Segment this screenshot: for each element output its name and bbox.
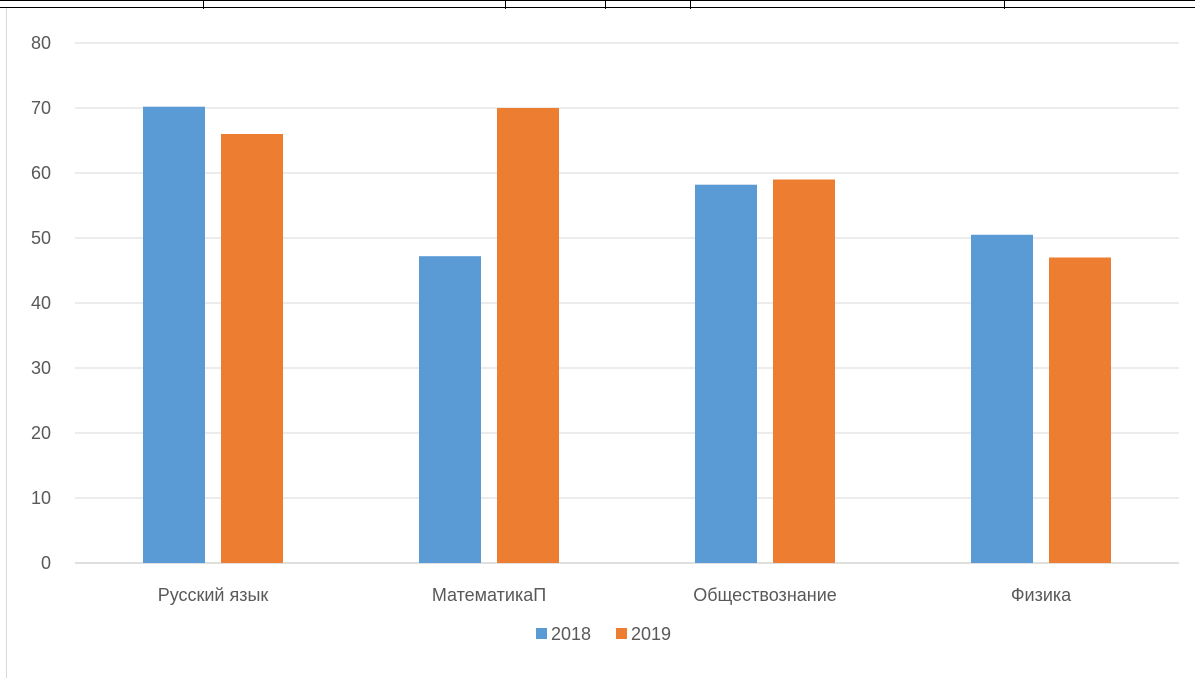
y-tick-label: 70	[31, 98, 51, 118]
bar-2019	[221, 134, 283, 563]
legend: 2018 2019	[536, 624, 671, 644]
y-tick-label: 0	[41, 553, 51, 573]
x-tick-label: Русский язык	[158, 585, 269, 605]
bar-2018	[143, 106, 205, 563]
y-axis-ticks: 0 10 20 30 40 50 60 70 80	[31, 33, 51, 573]
y-tick-label: 80	[31, 33, 51, 53]
table-border-strip	[0, 0, 1195, 9]
bar-2019	[1049, 257, 1111, 563]
legend-swatch-2018	[536, 628, 547, 639]
bars	[143, 106, 1111, 563]
bar-2019	[773, 179, 835, 563]
x-tick-label: Физика	[1011, 585, 1072, 605]
table-cell-divider	[1004, 1, 1005, 9]
table-cell-divider	[505, 1, 506, 9]
x-axis-ticks: Русский язык МатематикаП Обществознание Физ…	[158, 585, 1072, 605]
x-tick-label: МатематикаП	[432, 585, 546, 605]
bar-2019	[497, 108, 559, 563]
legend-label: 2019	[631, 624, 671, 644]
table-cell-divider	[690, 1, 691, 9]
bar-2018	[971, 234, 1033, 563]
x-tick-label: Обществознание	[693, 585, 837, 605]
table-cell-divider	[203, 1, 204, 9]
y-tick-label: 10	[31, 488, 51, 508]
y-tick-label: 40	[31, 293, 51, 313]
legend-swatch-2019	[616, 628, 627, 639]
table-cell-divider	[605, 1, 606, 9]
bar-2018	[695, 184, 757, 563]
bar-2018	[419, 256, 481, 563]
chart-frame: 0 10 20 30 40 50 60 70 80 Русский язык Математика…	[6, 8, 1195, 678]
y-tick-label: 20	[31, 423, 51, 443]
y-tick-label: 30	[31, 358, 51, 378]
y-tick-label: 60	[31, 163, 51, 183]
legend-label: 2018	[551, 624, 591, 644]
y-tick-label: 50	[31, 228, 51, 248]
bar-chart: 0 10 20 30 40 50 60 70 80 Русский язык Математика…	[31, 33, 1179, 644]
